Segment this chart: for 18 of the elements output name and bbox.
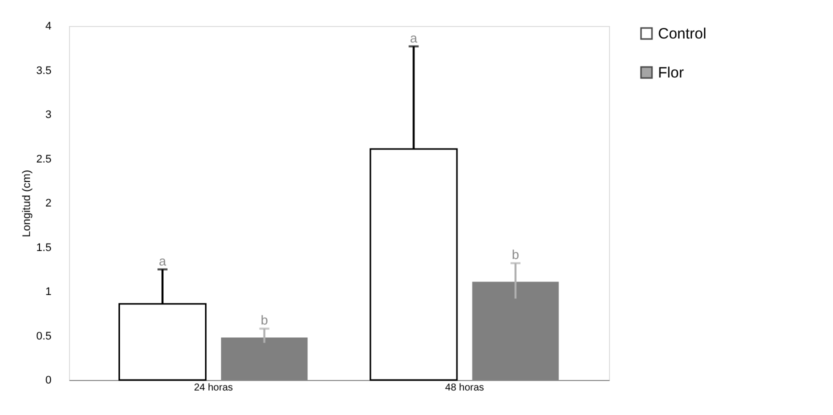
annotation: a <box>158 253 167 268</box>
x-tick-label: 48 horas <box>445 382 484 394</box>
annotation: a <box>410 30 418 46</box>
legend-label: Flor <box>658 64 684 82</box>
y-tick-label: 4 <box>45 20 52 32</box>
x-tick-label: 24 horas <box>194 382 233 394</box>
annotation: b <box>260 312 268 328</box>
y-tick-label: 3 <box>45 109 52 121</box>
y-tick-label: 0.5 <box>36 330 52 342</box>
y-tick-label: 2.5 <box>36 153 52 166</box>
annotation: b <box>512 247 520 262</box>
y-tick-label: 2 <box>45 198 52 210</box>
y-tick-label: 1 <box>45 286 52 298</box>
y-tick-label: 0 <box>45 374 52 386</box>
y-axis-title: Longitud (cm) <box>21 170 34 238</box>
legend-label: Control <box>658 26 706 42</box>
y-tick-label: 1.5 <box>36 242 52 254</box>
y-tick-label: 3.5 <box>36 64 52 77</box>
